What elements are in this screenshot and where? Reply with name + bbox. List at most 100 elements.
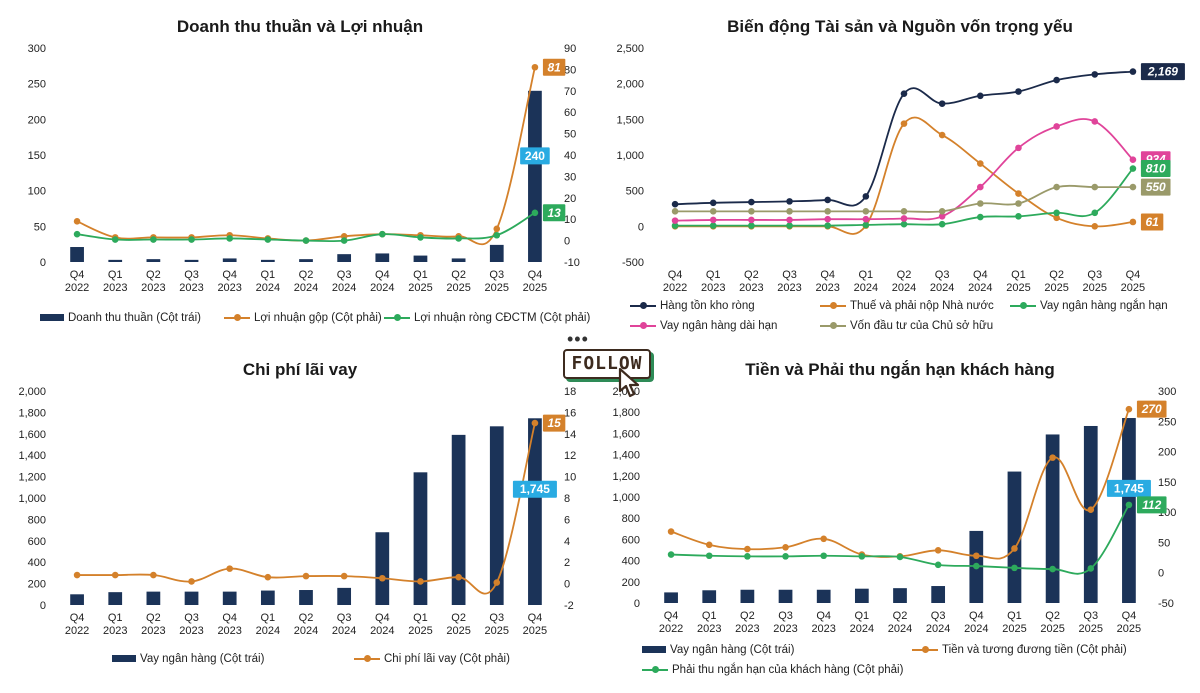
- x-tick-quarter: Q2: [897, 269, 912, 281]
- data-point: [1125, 405, 1133, 413]
- data-point: [1053, 214, 1060, 222]
- bar: [854, 588, 869, 603]
- x-tick-label: Q4 2023: [217, 612, 241, 637]
- x-tick-quarter: Q4: [1126, 269, 1141, 281]
- bar: [375, 532, 390, 605]
- x-tick-year: 2024: [370, 625, 394, 637]
- x-tick-quarter: Q4: [820, 269, 835, 281]
- chart-cash-receivables: Tiền và Phải thu ngắn hạn khách hàng 0 20…: [600, 346, 1200, 693]
- x-tick-quarter: Q2: [1045, 610, 1060, 622]
- series-line: [670, 408, 1130, 560]
- x-tick-quarter: Q2: [744, 269, 759, 281]
- x-tick-label: Q2 2024: [294, 269, 318, 294]
- data-point: [934, 561, 942, 569]
- data-point: [934, 547, 942, 554]
- legend-item-bank-loan: Vay ngân hàng (Cột trái): [112, 653, 264, 665]
- y-tick-label-right: 18: [564, 386, 576, 398]
- data-point: [1091, 118, 1099, 125]
- data-point: [1129, 68, 1137, 75]
- follow-button[interactable]: ••• FOLLOW: [551, 325, 653, 425]
- data-point: [455, 573, 462, 581]
- legend-label: Doanh thu thuần (Cột trái): [68, 312, 201, 324]
- data-point: [1049, 565, 1056, 573]
- y-tick-label-right: -50: [1158, 598, 1174, 610]
- data-point: [744, 553, 751, 560]
- y-tick-label-left: 0: [40, 257, 46, 269]
- bar: [299, 259, 313, 262]
- data-point: [938, 220, 946, 228]
- y-tick-label-left: 2,000: [18, 386, 46, 398]
- x-tick-quarter: Q4: [70, 269, 85, 281]
- data-point: [824, 222, 831, 229]
- data-point: [1125, 501, 1133, 509]
- x-tick-quarter: Q2: [740, 610, 755, 622]
- data-point: [1015, 190, 1022, 197]
- x-tick-label: Q4 2024: [370, 612, 394, 637]
- follow-label[interactable]: FOLLOW: [563, 349, 651, 379]
- x-tick-quarter: Q2: [299, 612, 314, 624]
- x-tick-label: Q3 2024: [926, 610, 950, 635]
- data-point: [748, 198, 755, 206]
- x-tick-year: 2024: [332, 282, 356, 294]
- x-tick-label: Q2 2024: [888, 610, 912, 635]
- x-tick-quarter: Q3: [337, 612, 352, 624]
- x-tick-quarter: Q1: [108, 269, 123, 281]
- x-tick-year: 2024: [892, 282, 916, 294]
- y-tick-label-right: 6: [564, 514, 570, 526]
- bar: [1122, 418, 1136, 603]
- x-tick-year: 2025: [485, 625, 509, 637]
- y-tick-label-right: 8: [564, 493, 570, 505]
- x-tick-quarter: Q4: [528, 612, 543, 624]
- data-point: [709, 199, 717, 207]
- y-tick-label-left: 1,400: [612, 450, 640, 462]
- x-tick-label: Q1 2023: [103, 269, 127, 294]
- data-point: [900, 208, 908, 215]
- x-tick-label: Q3 2023: [179, 269, 203, 294]
- x-tick-label: Q4 2022: [663, 269, 687, 294]
- x-tick-quarter: Q1: [261, 612, 276, 624]
- x-tick-year: 2025: [1079, 623, 1103, 635]
- x-tick-label: Q2 2024: [892, 269, 916, 294]
- chart-title: Doanh thu thuần và Lợi nhuận: [176, 17, 424, 36]
- data-point: [531, 209, 539, 217]
- data-point: [150, 236, 157, 243]
- bar: [337, 254, 352, 262]
- data-callout-box: [1106, 479, 1151, 497]
- y-tick-label-right: 4: [564, 536, 570, 548]
- data-point: [786, 216, 793, 224]
- data-callout-label: 112: [1142, 498, 1161, 512]
- data-point: [786, 222, 793, 229]
- legend-label: Vay ngân hàng dài hạn: [660, 320, 778, 332]
- data-point: [1091, 223, 1099, 230]
- data-callout-label: 270: [1141, 402, 1162, 416]
- bar: [260, 590, 275, 605]
- series-line: [77, 422, 536, 595]
- data-point: [1053, 76, 1060, 84]
- data-point: [748, 208, 755, 215]
- x-tick-label: Q4 2025: [1117, 610, 1141, 635]
- x-tick-label: Q3 2023: [773, 610, 797, 635]
- data-point: [824, 215, 831, 223]
- y-tick-label-right: 0: [564, 236, 570, 248]
- x-tick-quarter: Q4: [969, 610, 984, 622]
- data-point: [824, 196, 831, 204]
- legend-item-inventory: Hàng tồn kho ròng: [630, 300, 755, 312]
- x-tick-quarter: Q3: [935, 269, 950, 281]
- data-point: [938, 213, 946, 220]
- data-callout-label: 61: [1145, 215, 1159, 229]
- x-tick-year: 2023: [811, 623, 835, 635]
- x-tick-label: Q2 2023: [735, 610, 759, 635]
- x-tick-year: 2025: [1006, 282, 1030, 294]
- y-tick-label-left: 400: [28, 557, 46, 569]
- x-tick-quarter: Q4: [1122, 610, 1137, 622]
- legend-label: Phải thu ngắn hạn của khách hàng (Cột ph…: [672, 664, 904, 676]
- x-tick-year: 2025: [1002, 623, 1026, 635]
- data-point: [455, 235, 462, 242]
- x-tick-year: 2023: [179, 625, 203, 637]
- data-point: [938, 131, 946, 139]
- x-tick-year: 2022: [65, 282, 89, 294]
- bar: [664, 592, 678, 603]
- x-tick-quarter: Q4: [973, 269, 988, 281]
- x-tick-label: Q3 2025: [485, 269, 509, 294]
- x-tick-label: Q2 2024: [294, 612, 318, 637]
